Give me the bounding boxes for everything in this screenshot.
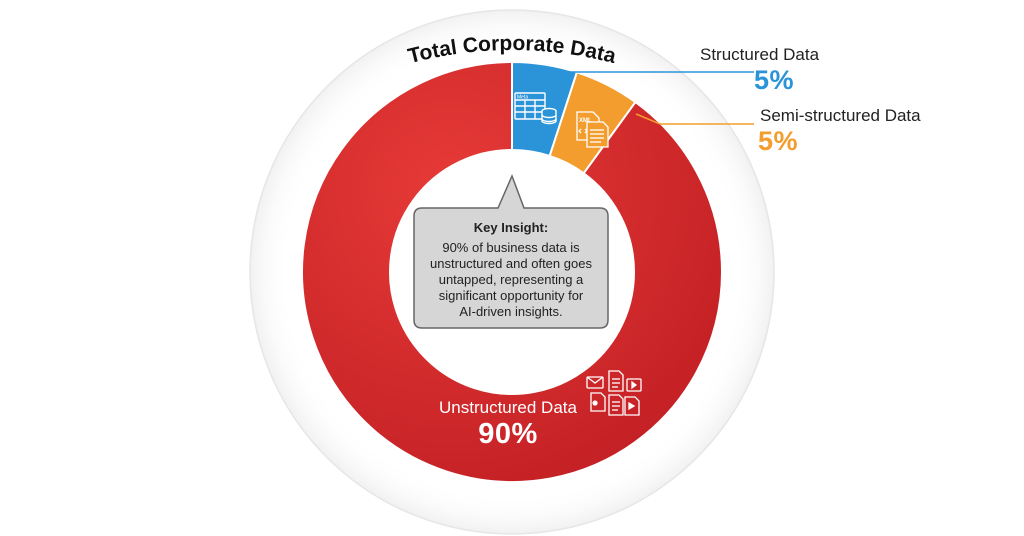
insight-line: AI-driven insights.: [459, 304, 563, 319]
structured-label: Structured Data: [700, 45, 820, 64]
svg-text:XML: XML: [579, 118, 592, 124]
insight-body: 90% of business data is unstructured and…: [414, 240, 608, 320]
slice-unstructured: [301, 60, 723, 483]
mixed-files-icon: [586, 370, 642, 416]
semi-structured-callout: Semi-structured Data 5%: [758, 106, 1000, 157]
spreadsheet-database-icon: Meta: [514, 92, 557, 125]
structured-percent: 5%: [754, 65, 795, 95]
semi-structured-label: Semi-structured Data: [760, 106, 921, 125]
insight-line: unstructured and often goes: [430, 256, 592, 271]
semi-leader-line: [635, 113, 754, 125]
unstructured-percent: 90%: [478, 418, 538, 450]
key-insight: Key Insight: 90% of business data is uns…: [414, 210, 608, 328]
unstructured-callout: Unstructured Data 90%: [408, 398, 608, 451]
semi-structured-percent: 5%: [758, 126, 799, 156]
insight-bubble: [413, 174, 609, 329]
structured-callout: Structured Data 5%: [700, 45, 910, 96]
svg-text:Meta: Meta: [517, 95, 528, 101]
insight-heading: Key Insight:: [473, 220, 549, 235]
unstructured-label: Unstructured Data: [439, 398, 577, 417]
insight-line: significant opportunity for: [438, 288, 584, 303]
insight-line: 90% of business data is: [442, 240, 580, 255]
xml-document-icon: XML: [576, 111, 609, 148]
insight-line: untapped, representing a: [438, 272, 584, 287]
